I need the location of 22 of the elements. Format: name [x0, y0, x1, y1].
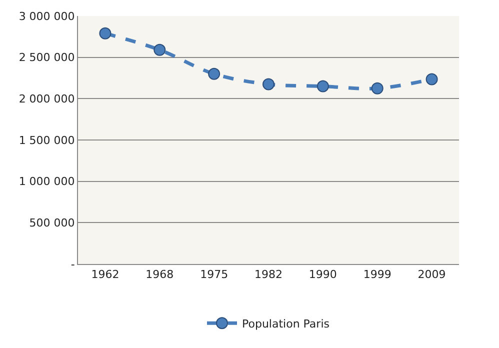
- x-tick-label: 1982: [254, 268, 282, 282]
- x-tick-label: 2009: [418, 268, 446, 282]
- y-tick-label: 500 000: [29, 216, 75, 230]
- x-tick-label: 1975: [200, 268, 228, 282]
- y-tick-label: -: [70, 258, 75, 271]
- y-tick-label: 1 000 000: [18, 175, 75, 188]
- y-tick-label: 2 000 000: [18, 92, 75, 106]
- point: [208, 68, 220, 80]
- x-tick-label: 1968: [146, 268, 174, 282]
- point: [316, 80, 329, 92]
- point: [426, 73, 438, 86]
- point: [262, 78, 274, 90]
- y-tick-label: 1 500 000: [18, 134, 75, 147]
- y-tick-label: 2 500 000: [18, 51, 75, 64]
- x-tick-label: 1999: [363, 268, 392, 282]
- x-tick-label: 1990: [308, 268, 337, 282]
- legend-label: Population Paris: [242, 317, 330, 330]
- point: [371, 82, 384, 94]
- point: [99, 27, 112, 40]
- point: [154, 44, 166, 56]
- x-tick-label: 1962: [91, 268, 120, 282]
- y-tick-label: 3 000 000: [18, 10, 75, 23]
